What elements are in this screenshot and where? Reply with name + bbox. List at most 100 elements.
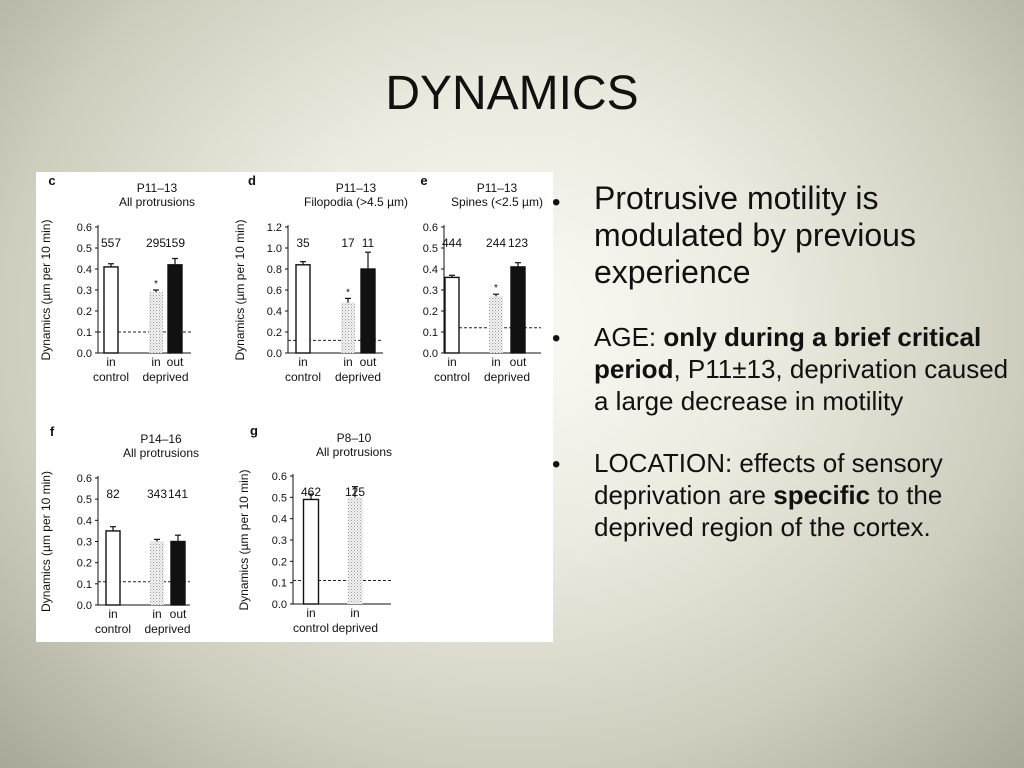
significance-star: * bbox=[494, 283, 498, 294]
bullet-list: • Protrusive motility is modulated by pr… bbox=[552, 180, 1012, 543]
x-axis-label: in bbox=[491, 355, 500, 369]
bullet-dot: • bbox=[552, 325, 561, 352]
significance-star: * bbox=[346, 287, 350, 298]
y-axis-label: Dynamics (µm per 10 min) bbox=[237, 470, 251, 611]
y-tick-label: 0.6 bbox=[267, 285, 282, 297]
bar bbox=[360, 268, 376, 354]
y-tick-label: 0.6 bbox=[77, 473, 92, 485]
bar bbox=[150, 541, 164, 605]
y-tick-label: 0.1 bbox=[272, 578, 287, 590]
y-tick-label: 0.3 bbox=[272, 535, 287, 547]
figure-panel: c P11–13 All protrusions Dynamics (µm per 1… bbox=[36, 172, 553, 642]
panel-subtitle: Spines (<2.5 µm) bbox=[451, 195, 543, 209]
x-axis-label: deprived bbox=[142, 370, 188, 384]
y-tick-label: 0.0 bbox=[272, 599, 287, 611]
y-tick-label: 0.0 bbox=[267, 348, 282, 360]
y-tick-label: 0.1 bbox=[423, 327, 438, 339]
y-axis-label: Dynamics (µm per 10 min) bbox=[39, 471, 53, 612]
panel-title: P14–16 bbox=[140, 432, 182, 446]
y-axis-label: Dynamics (µm per 10 min) bbox=[39, 220, 53, 361]
x-axis-label: in bbox=[306, 606, 315, 620]
y-tick-label: 0.2 bbox=[77, 558, 92, 570]
x-axis-label: in bbox=[298, 355, 307, 369]
y-tick-label: 0.4 bbox=[77, 515, 92, 527]
y-tick-label: 0.0 bbox=[77, 348, 92, 360]
x-axis-label: deprived bbox=[144, 622, 190, 636]
y-tick-label: 0.4 bbox=[267, 306, 282, 318]
panel-title: P11–13 bbox=[477, 181, 518, 195]
x-axis-label: deprived bbox=[484, 370, 530, 384]
y-tick-label: 0.8 bbox=[267, 264, 282, 276]
x-axis-label: in bbox=[108, 607, 117, 621]
n-label: 141 bbox=[168, 487, 188, 501]
panel-title: P11–13 bbox=[137, 181, 178, 195]
panel-subtitle: All protrusions bbox=[316, 445, 392, 459]
bar bbox=[510, 266, 526, 354]
y-tick-label: 1.2 bbox=[267, 222, 282, 234]
bullet-item-age: • AGE: only during a brief critical peri… bbox=[552, 321, 1012, 417]
bar bbox=[170, 540, 186, 606]
y-tick-label: 0.5 bbox=[423, 243, 438, 255]
panel-title: P11–13 bbox=[336, 181, 377, 195]
n-label: 244 bbox=[486, 236, 506, 250]
bar bbox=[489, 296, 503, 353]
x-axis-label: in bbox=[151, 355, 160, 369]
y-axis-label: Dynamics (µm per 10 min) bbox=[233, 220, 247, 361]
x-axis-label: control bbox=[434, 370, 470, 384]
y-tick-label: 1.0 bbox=[267, 243, 282, 255]
panel-subtitle: All protrusions bbox=[123, 446, 199, 460]
bar bbox=[302, 498, 320, 605]
y-tick-label: 0.3 bbox=[423, 285, 438, 297]
panel-letter: e bbox=[420, 173, 427, 188]
n-label: 462 bbox=[301, 485, 321, 499]
y-tick-label: 0.0 bbox=[423, 348, 438, 360]
n-label: 444 bbox=[442, 236, 462, 250]
x-axis-label: out bbox=[170, 607, 187, 621]
slide-title: DYNAMICS bbox=[385, 67, 639, 120]
bullet-text: Protrusive motility is modulated by prev… bbox=[594, 180, 916, 290]
n-label: 17 bbox=[341, 236, 355, 250]
x-axis-label: in bbox=[350, 606, 359, 620]
bullet-text-pre: AGE: bbox=[594, 322, 664, 352]
x-axis-label: control bbox=[293, 621, 329, 635]
panel-title: P8–10 bbox=[337, 431, 372, 445]
x-axis-label: in bbox=[152, 607, 161, 621]
x-axis-label: control bbox=[95, 622, 131, 636]
panel-subtitle: Filopodia (>4.5 µm) bbox=[304, 195, 408, 209]
n-label: 343 bbox=[147, 487, 167, 501]
panel-subtitle: All protrusions bbox=[119, 195, 195, 209]
bullet-text-post: , P11±13, deprivation caused a large dec… bbox=[594, 354, 1009, 416]
x-axis-label: deprived bbox=[335, 370, 381, 384]
x-axis-label: in bbox=[447, 355, 456, 369]
bullet-text-bold: only during a brief critical period bbox=[594, 322, 982, 384]
bar bbox=[105, 530, 121, 606]
bullet-dot: • bbox=[552, 189, 561, 216]
y-tick-label: 0.1 bbox=[77, 327, 92, 339]
panel-letter: g bbox=[250, 423, 258, 438]
x-axis-label: in bbox=[106, 355, 115, 369]
x-axis-label: control bbox=[93, 370, 129, 384]
n-label: 295 bbox=[146, 236, 166, 250]
y-tick-label: 0.2 bbox=[272, 556, 287, 568]
x-axis-label: in bbox=[343, 355, 352, 369]
n-label: 159 bbox=[165, 236, 185, 250]
bullet-text-post: to the deprived region of the cortex. bbox=[594, 480, 943, 542]
n-label: 125 bbox=[345, 485, 365, 499]
y-tick-label: 0.4 bbox=[272, 514, 287, 526]
y-tick-label: 0.2 bbox=[423, 306, 438, 318]
y-tick-label: 0.0 bbox=[77, 600, 92, 612]
x-axis-label: out bbox=[167, 355, 184, 369]
n-label: 35 bbox=[296, 236, 310, 250]
y-tick-label: 0.6 bbox=[423, 222, 438, 234]
y-tick-label: 0.5 bbox=[77, 243, 92, 255]
y-tick-label: 0.4 bbox=[423, 264, 438, 276]
panel-letter: f bbox=[50, 424, 55, 439]
significance-star: * bbox=[154, 279, 158, 290]
bar bbox=[444, 276, 460, 354]
bar bbox=[347, 497, 363, 604]
bar bbox=[149, 292, 163, 353]
panel-letter: d bbox=[248, 173, 256, 188]
bullet-item-location: • LOCATION: effects of sensory deprivati… bbox=[552, 447, 1012, 543]
x-axis-label: out bbox=[510, 355, 527, 369]
